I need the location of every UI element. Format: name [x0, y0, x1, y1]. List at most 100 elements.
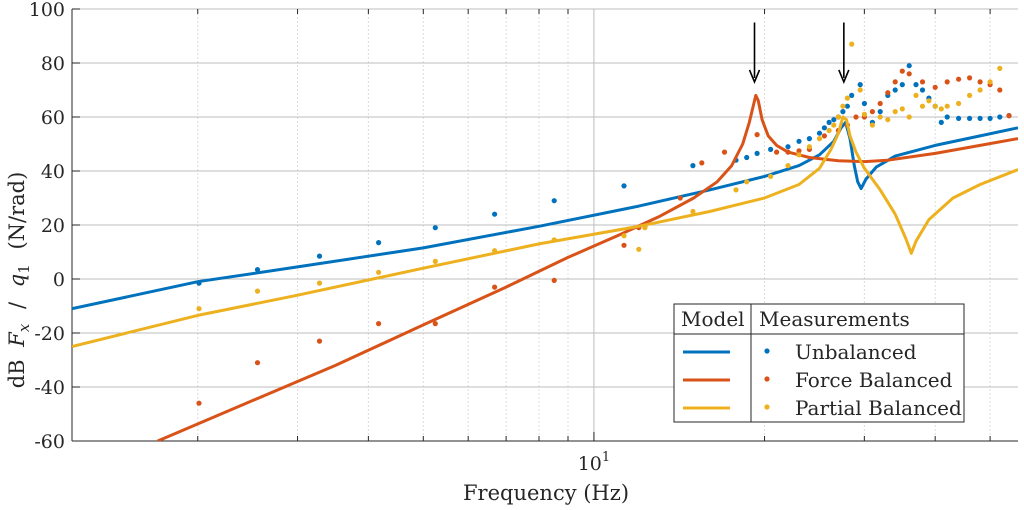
measurement-point [785, 144, 791, 150]
y-axis-label: dB Fx / q1 (N/rad) [5, 172, 34, 389]
measurement-point [869, 122, 876, 128]
measurement-point [987, 79, 993, 85]
measurement-point [492, 211, 498, 217]
measurement-point [840, 103, 846, 109]
measurement-point [944, 103, 950, 109]
measurement-point [869, 109, 876, 115]
measurement-point [844, 95, 851, 101]
tick-labels: -60 -40 -20 0 20 40 60 80 100 101 [29, 0, 610, 475]
measurement-point [621, 183, 627, 189]
measurement-point [938, 106, 944, 112]
y-tick-label: 40 [41, 161, 65, 183]
measurement-point [977, 87, 983, 93]
axes [71, 8, 1018, 442]
measurement-point [857, 87, 863, 93]
measurement-point [432, 321, 438, 327]
measurement-point [621, 233, 627, 239]
measurement-point [885, 90, 891, 96]
measurement-point [892, 109, 898, 115]
measurement-point [892, 87, 898, 93]
measurement-point [906, 63, 912, 69]
measurement-point [977, 79, 983, 85]
legend-label-0: Unbalanced [795, 340, 917, 364]
y-tick-label: 100 [29, 0, 65, 21]
measurement-point [316, 338, 323, 344]
measurement-point [997, 87, 1003, 93]
measurement-point [913, 92, 919, 98]
measurement-point [254, 360, 261, 366]
y-tick-label: 20 [41, 215, 65, 237]
measurement-point [785, 149, 791, 155]
measurement-point [768, 146, 774, 152]
measurement-point [885, 117, 891, 123]
measurement-point [844, 103, 851, 109]
measurement-point [835, 114, 842, 120]
x-axis-label: Frequency (Hz) [463, 481, 629, 505]
measurement-point [677, 195, 683, 201]
measurement-point [774, 149, 780, 155]
measurement-point [906, 114, 912, 120]
measurement-point [432, 225, 438, 231]
annotation-arrow [838, 22, 850, 84]
measurement-point [796, 152, 802, 158]
measurement-point [316, 280, 323, 286]
model-line [72, 120, 1018, 311]
measurement-point [967, 115, 973, 121]
measurement-point [849, 41, 855, 47]
y-tick-label: -60 [34, 431, 65, 453]
measurement-point [861, 100, 868, 107]
measurement-point [831, 122, 837, 128]
y-tick-label: 60 [41, 107, 65, 129]
measurement-point [977, 115, 983, 121]
measurement-point [642, 225, 648, 231]
measurement-point [997, 65, 1003, 71]
legend: Model Measurements Unbalanced Force Balan… [673, 303, 965, 423]
measurement-point [849, 92, 855, 98]
measurement-point [944, 114, 950, 120]
y-tick-label: 0 [53, 269, 65, 291]
measurement-point [826, 127, 832, 134]
measurement-point [892, 79, 898, 85]
measurement-point [636, 246, 642, 252]
measurement-point [796, 148, 802, 154]
model-line [157, 93, 1018, 441]
arrow-head [838, 69, 850, 84]
measurement-point [919, 87, 926, 93]
measurement-point [899, 68, 905, 74]
annotations [748, 22, 850, 84]
measurement-point [997, 114, 1003, 120]
series-partial-balanced [72, 41, 1018, 348]
measurement-point [926, 98, 932, 104]
measurement-point [932, 103, 938, 109]
measurement-point [956, 76, 962, 82]
measurement-point [733, 187, 739, 193]
measurement-point [919, 79, 926, 85]
measurement-point [744, 154, 750, 161]
legend-marker-1 [764, 376, 770, 382]
measurement-point [376, 240, 382, 246]
y-label-q: q [5, 274, 29, 287]
measurement-point [754, 132, 760, 138]
measurement-point [316, 253, 323, 259]
plot-area [72, 41, 1018, 441]
measurement-point [621, 242, 627, 248]
measurement-point [254, 288, 261, 294]
y-label-f: F [5, 331, 29, 348]
measurement-point [196, 400, 202, 406]
measurement-point [899, 82, 905, 88]
measurement-point [432, 258, 438, 264]
measurement-point [690, 163, 696, 169]
measurement-point [721, 149, 728, 155]
measurement-point [967, 92, 973, 98]
measurement-point [987, 115, 993, 121]
measurement-point [768, 173, 774, 179]
measurement-point [551, 237, 557, 243]
y-label-units: (N/rad) [5, 172, 29, 250]
measurement-point [932, 84, 938, 90]
measurement-point [877, 114, 883, 120]
measurement-point [699, 160, 705, 166]
y-label-slash: / [5, 301, 29, 309]
legend-marker-0 [764, 348, 770, 354]
y-tick-label: -40 [34, 377, 65, 399]
measurement-point [913, 82, 919, 88]
